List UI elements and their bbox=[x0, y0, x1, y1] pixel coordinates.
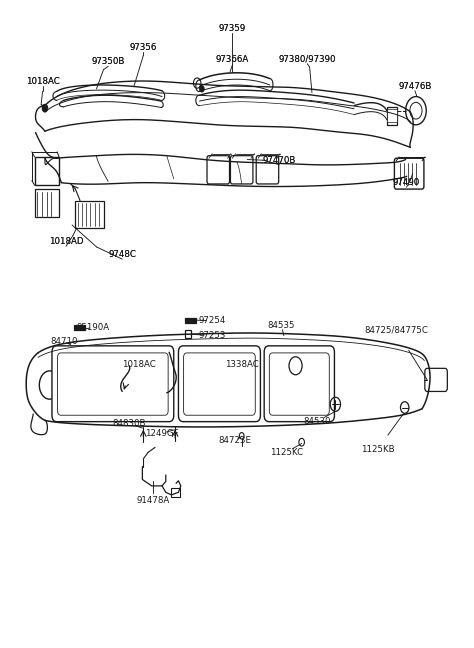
FancyBboxPatch shape bbox=[207, 156, 229, 184]
Text: 97490: 97490 bbox=[393, 178, 420, 187]
Text: 97356: 97356 bbox=[129, 43, 157, 52]
Text: 1018AC: 1018AC bbox=[26, 76, 59, 86]
Text: 97359: 97359 bbox=[219, 24, 246, 33]
Text: 97254: 97254 bbox=[199, 316, 226, 325]
Text: 97350B: 97350B bbox=[91, 58, 125, 66]
Bar bbox=[35, 189, 59, 217]
Text: 1018AC: 1018AC bbox=[26, 76, 59, 86]
Circle shape bbox=[200, 86, 204, 92]
Bar bbox=[75, 201, 104, 227]
FancyBboxPatch shape bbox=[264, 346, 335, 422]
Text: 9748C: 9748C bbox=[108, 250, 136, 259]
Text: 97350B: 97350B bbox=[91, 58, 125, 66]
Bar bbox=[35, 157, 59, 185]
Text: 97476B: 97476B bbox=[398, 82, 432, 91]
Text: 97359: 97359 bbox=[219, 24, 246, 33]
Text: 84710: 84710 bbox=[50, 338, 77, 347]
Text: 84535: 84535 bbox=[268, 321, 295, 330]
Text: 1338AC: 1338AC bbox=[225, 360, 258, 369]
Text: 84725/84775C: 84725/84775C bbox=[365, 326, 428, 335]
Text: 1125KC: 1125KC bbox=[270, 448, 303, 457]
Bar bbox=[184, 330, 191, 338]
Text: 97356: 97356 bbox=[129, 43, 157, 52]
FancyBboxPatch shape bbox=[256, 156, 279, 184]
Text: 95190A: 95190A bbox=[77, 323, 110, 332]
Text: 84530: 84530 bbox=[303, 417, 330, 426]
FancyBboxPatch shape bbox=[230, 156, 253, 184]
Text: 97380/97390: 97380/97390 bbox=[279, 55, 336, 64]
Text: 91478A: 91478A bbox=[136, 496, 169, 505]
FancyBboxPatch shape bbox=[57, 353, 168, 415]
Text: 1018AC: 1018AC bbox=[122, 360, 155, 369]
FancyBboxPatch shape bbox=[425, 368, 447, 391]
Text: 97366A: 97366A bbox=[216, 55, 249, 64]
Bar bbox=[387, 110, 397, 122]
FancyBboxPatch shape bbox=[394, 158, 424, 189]
FancyBboxPatch shape bbox=[178, 346, 260, 422]
FancyBboxPatch shape bbox=[269, 353, 329, 415]
Bar bbox=[74, 325, 85, 330]
Text: 1249GF: 1249GF bbox=[145, 429, 179, 437]
Text: 97470B: 97470B bbox=[263, 156, 296, 165]
FancyBboxPatch shape bbox=[52, 346, 174, 422]
Text: 97366A: 97366A bbox=[216, 55, 249, 64]
Circle shape bbox=[42, 104, 48, 112]
Text: 1018AD: 1018AD bbox=[49, 237, 83, 246]
Text: 1018AD: 1018AD bbox=[49, 237, 83, 246]
FancyBboxPatch shape bbox=[183, 353, 255, 415]
Text: 1125KB: 1125KB bbox=[361, 445, 394, 454]
Text: 9748C: 9748C bbox=[108, 250, 136, 259]
Bar bbox=[185, 318, 196, 323]
Text: 97380/97390: 97380/97390 bbox=[279, 55, 336, 64]
Text: 97476B: 97476B bbox=[398, 82, 432, 91]
Text: 84723E: 84723E bbox=[218, 436, 251, 445]
Text: 97470B: 97470B bbox=[263, 156, 296, 165]
Text: 97490: 97490 bbox=[393, 178, 420, 187]
Bar bbox=[387, 107, 397, 125]
Bar bbox=[172, 489, 180, 498]
Text: 97253: 97253 bbox=[199, 331, 226, 340]
Text: 84830B: 84830B bbox=[112, 419, 146, 428]
